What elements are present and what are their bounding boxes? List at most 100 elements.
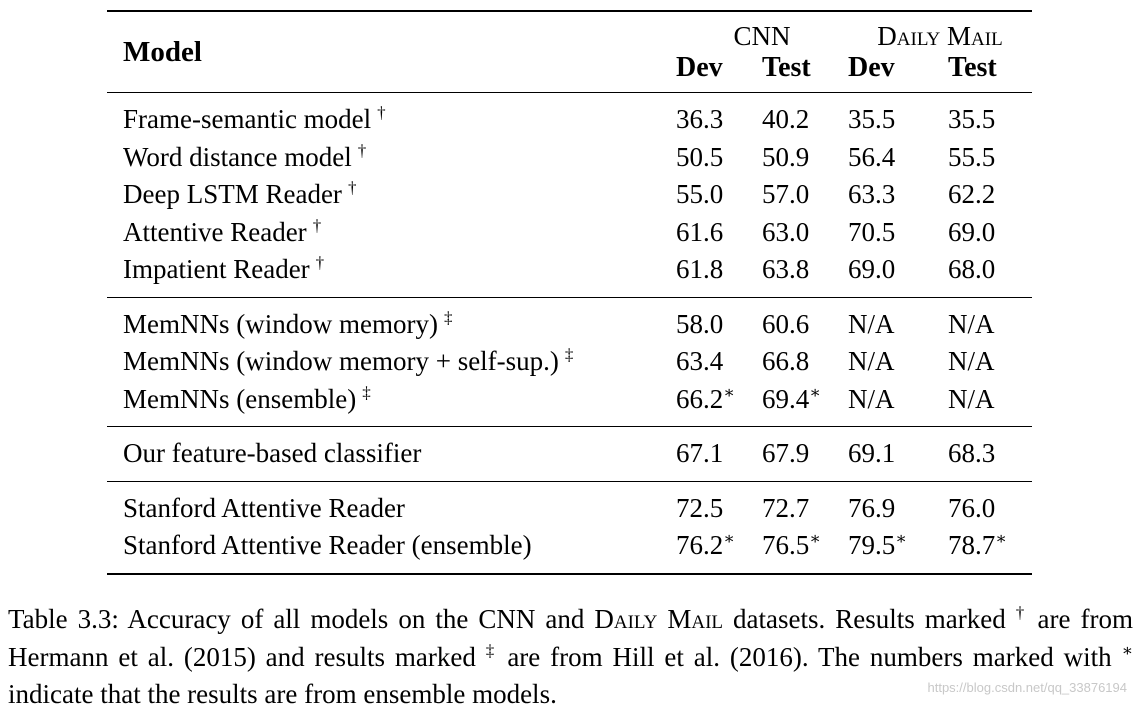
- dm-dev-value-cell: 79.5∗: [848, 527, 948, 574]
- dm-dev-value: 69.0: [848, 254, 896, 285]
- cnn-dev-value: 50.5: [676, 141, 724, 172]
- table-row: Stanford Attentive Reader 72.5 72.7 76.9 76.…: [107, 481, 1032, 527]
- dm-dev-value: N/A: [848, 308, 895, 339]
- model-name: Attentive Reader: [123, 216, 307, 247]
- dm-dev-value: 63.3: [848, 179, 896, 210]
- cnn-dev-value-cell: 67.1: [676, 427, 762, 482]
- source-mark: †: [377, 103, 386, 123]
- table-caption: Table 3.3: Accuracy of all models on the…: [8, 601, 1133, 714]
- caption-text-3: are from Hermann et al. (2015) and resul…: [8, 604, 1134, 672]
- caption-text-5: indicate that the results are from ensem…: [8, 679, 557, 709]
- dm-test-header: Test: [948, 52, 997, 83]
- cnn-test-value-cell: 40.2: [762, 93, 848, 139]
- dm-dev-value: 35.5: [848, 104, 896, 135]
- model-name-cell: Impatient Reader †: [107, 251, 676, 297]
- model-name-cell: Stanford Attentive Reader: [107, 481, 676, 527]
- dm-dev-value-cell: 35.5: [848, 93, 948, 139]
- dm-test-value-cell: 76.0: [948, 481, 1032, 527]
- cnn-test-value: 72.7: [762, 492, 810, 523]
- cnn-dev-header: Dev: [676, 52, 723, 83]
- cnn-dev-value-cell: 63.4: [676, 343, 762, 381]
- dm-test-value-cell: 55.5: [948, 139, 1032, 177]
- model-name-cell: MemNNs (window memory + self-sup.) ‡: [107, 343, 676, 381]
- table-row: MemNNs (window memory) ‡ 58.0 60.6 N/A N/A: [107, 297, 1032, 343]
- caption-text-1: Accuracy of all models on the CNN and: [127, 604, 585, 634]
- dm-test-value: 69.0: [948, 216, 996, 247]
- dm-test-value: N/A: [948, 346, 995, 377]
- cnn-test-value-cell: 60.6: [762, 297, 848, 343]
- cnn-dev-value-cell: 50.5: [676, 139, 762, 177]
- ensemble-mark: ∗: [995, 529, 1007, 549]
- ensemble-mark: ∗: [895, 529, 907, 549]
- model-name-cell: Attentive Reader †: [107, 214, 676, 252]
- table-row: Word distance model † 50.5 50.9 56.4 55.5: [107, 139, 1032, 177]
- caption-daily-mail: Daily Mail: [594, 604, 724, 634]
- cnn-test-value-cell: 57.0: [762, 176, 848, 214]
- cnn-test-value-cell: 63.8: [762, 251, 848, 297]
- dm-test-value-cell: 68.3: [948, 427, 1032, 482]
- cnn-test-value: 69.4: [762, 383, 810, 414]
- cnn-dev-value-cell: 72.5: [676, 481, 762, 527]
- dm-test-value-cell: 68.0: [948, 251, 1032, 297]
- dm-dev-value: N/A: [848, 383, 895, 414]
- dm-test-value: 35.5: [948, 104, 996, 135]
- cnn-test-value-cell: 72.7: [762, 481, 848, 527]
- cnn-dev-value: 36.3: [676, 104, 724, 135]
- dm-test-value-cell: N/A: [948, 297, 1032, 343]
- dm-dev-value: 69.1: [848, 438, 896, 469]
- cnn-dev-value-cell: 76.2∗: [676, 527, 762, 574]
- model-name-cell: MemNNs (window memory) ‡: [107, 297, 676, 343]
- table-row: Our feature-based classifier 67.1 67.9 69.1…: [107, 426, 1032, 482]
- dm-test-value: 55.5: [948, 141, 996, 172]
- model-name-cell: Stanford Attentive Reader (ensemble): [107, 527, 676, 574]
- caption-label: Table 3.3:: [8, 604, 119, 634]
- dm-dev-value-cell: 63.3: [848, 176, 948, 214]
- cnn-test-value-cell: 63.0: [762, 214, 848, 252]
- model-name: Stanford Attentive Reader (ensemble): [123, 530, 532, 561]
- cnn-dev-value-cell: 66.2∗: [676, 381, 762, 427]
- model-name-cell: Frame-semantic model †: [107, 93, 676, 139]
- cnn-dev-value: 63.4: [676, 346, 724, 377]
- model-name: Our feature-based classifier: [123, 438, 422, 469]
- cnn-test-value-cell: 67.9: [762, 427, 848, 482]
- cnn-dev-value: 72.5: [676, 492, 724, 523]
- dm-test-value-cell: 35.5: [948, 93, 1032, 139]
- cnn-dev-value: 61.8: [676, 254, 724, 285]
- results-table: Model CNN Daily Mail Dev Test Dev Test F…: [107, 10, 1032, 575]
- source-mark: ‡: [443, 307, 453, 327]
- dm-test-value: 68.0: [948, 254, 996, 285]
- ensemble-mark: ∗: [723, 529, 735, 549]
- daily-mail-group-header: Daily Mail: [877, 21, 1003, 51]
- dm-dev-value-cell: 76.9: [848, 481, 948, 527]
- cnn-group-header: CNN: [733, 21, 791, 51]
- cnn-test-value: 60.6: [762, 308, 810, 339]
- dm-dev-value-cell: N/A: [848, 297, 948, 343]
- results-table-container: Model CNN Daily Mail Dev Test Dev Test F…: [107, 10, 1032, 575]
- model-name: MemNNs (window memory): [123, 308, 438, 339]
- cnn-test-value-cell: 66.8: [762, 343, 848, 381]
- cnn-dev-value: 76.2: [676, 530, 724, 561]
- cnn-dev-value-cell: 36.3: [676, 93, 762, 139]
- watermark: https://blog.csdn.net/qq_33876194: [927, 680, 1128, 695]
- dm-dev-header: Dev: [848, 52, 895, 83]
- cnn-test-value: 66.8: [762, 346, 810, 377]
- dm-test-value-cell: 69.0: [948, 214, 1032, 252]
- model-column-header: Model: [123, 35, 202, 68]
- cnn-dev-value: 55.0: [676, 179, 724, 210]
- dm-dev-value: 79.5: [848, 530, 896, 561]
- cnn-dev-value: 66.2: [676, 383, 724, 414]
- cnn-dev-value: 58.0: [676, 308, 724, 339]
- caption-dagger: †: [1015, 603, 1028, 622]
- cnn-test-value-cell: 50.9: [762, 139, 848, 177]
- cnn-test-value: 67.9: [762, 438, 810, 469]
- cnn-test-value: 40.2: [762, 104, 810, 135]
- dm-test-value: N/A: [948, 308, 995, 339]
- source-mark: ‡: [362, 382, 371, 402]
- cnn-dev-value-cell: 58.0: [676, 297, 762, 343]
- table-row: Attentive Reader † 61.6 63.0 70.5 69.0: [107, 214, 1032, 252]
- dm-dev-value-cell: 69.1: [848, 427, 948, 482]
- dm-dev-value: N/A: [848, 346, 895, 377]
- model-name-cell: Deep LSTM Reader †: [107, 176, 676, 214]
- model-name: Word distance model: [123, 141, 352, 172]
- cnn-test-value: 57.0: [762, 179, 810, 210]
